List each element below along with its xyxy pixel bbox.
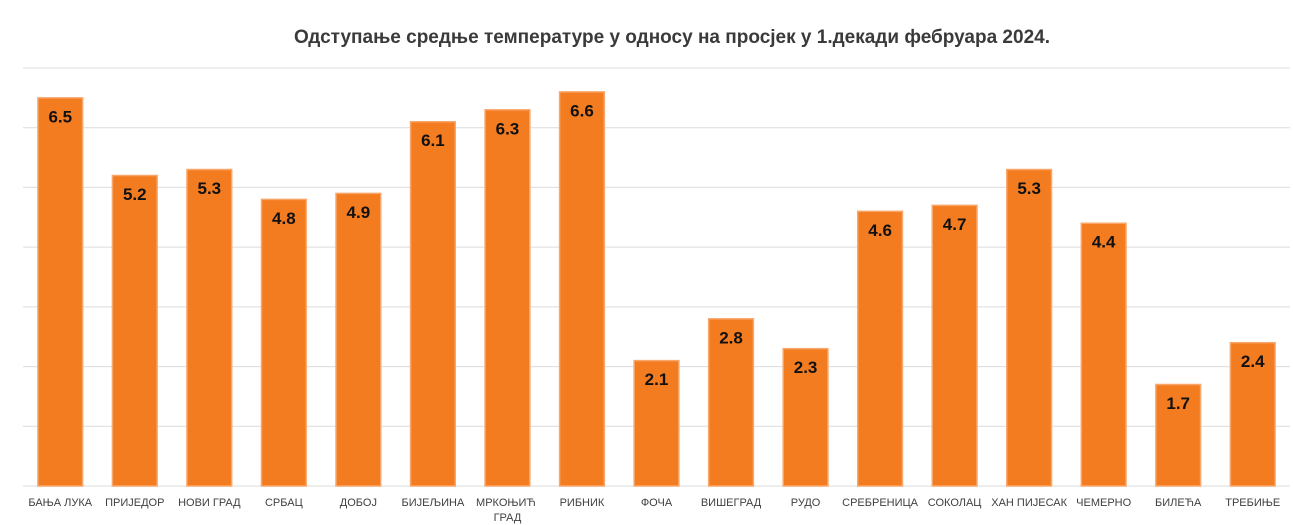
value-label: 2.3 — [794, 358, 818, 377]
value-label: 2.8 — [719, 328, 743, 347]
x-tick-label: БАЊА ЛУКА — [28, 497, 92, 509]
bar — [558, 91, 606, 487]
value-label: 2.4 — [1241, 352, 1265, 371]
x-tick-label: ВИШЕГРАД — [701, 497, 762, 509]
x-tick-label: БИЈЕЉИНА — [402, 497, 465, 509]
x-tick-label: РУДО — [791, 497, 821, 509]
bar — [37, 97, 84, 487]
value-label: 6.5 — [48, 107, 72, 126]
value-label: 5.3 — [198, 179, 222, 198]
x-tick-label: СРЕБРЕНИЦА — [842, 497, 918, 509]
x-tick-label: СРБАЦ — [265, 497, 303, 509]
x-tick-label: ДОБОЈ — [340, 497, 377, 509]
x-tick-label: ПРИЈЕДОР — [105, 497, 164, 509]
bar — [484, 109, 531, 487]
value-label: 6.6 — [570, 101, 594, 120]
bar — [707, 318, 755, 487]
x-tick-label: ФОЧА — [641, 497, 673, 509]
value-label: 4.9 — [347, 203, 371, 222]
value-label: 6.1 — [421, 131, 445, 150]
x-tick-label: БИЛЕЋА — [1155, 497, 1202, 509]
bar — [409, 120, 457, 487]
bar — [186, 168, 233, 487]
value-label: 1.7 — [1166, 394, 1190, 413]
bar — [1006, 168, 1053, 487]
bar — [1229, 341, 1276, 487]
x-tick-label: НОВИ ГРАД — [178, 497, 241, 509]
x-tick-label: МРКОЊИЋ ГРАД — [476, 497, 539, 524]
x-tick-label: РИБНИК — [560, 497, 605, 509]
value-label: 6.3 — [496, 119, 520, 138]
value-label: 2.1 — [645, 370, 669, 389]
value-label: 4.4 — [1092, 233, 1116, 252]
x-tick-label: СОКОЛАЦ — [928, 497, 982, 509]
bar — [633, 359, 680, 487]
chart-title: Одступање средње температуре у односу на… — [294, 27, 1050, 48]
value-label: 4.8 — [272, 209, 296, 228]
bar — [335, 192, 382, 487]
bar — [856, 210, 904, 487]
value-label: 4.7 — [943, 215, 967, 234]
bar — [931, 204, 978, 487]
bar — [1155, 383, 1202, 487]
value-label: 4.6 — [868, 221, 892, 240]
value-label: 5.3 — [1017, 179, 1041, 198]
bar — [111, 174, 158, 487]
x-tick-label: ЧЕМЕРНО — [1076, 497, 1131, 509]
x-tick-label: ТРЕБИЊЕ — [1225, 497, 1280, 509]
bar — [260, 198, 307, 487]
value-label: 5.2 — [123, 185, 147, 204]
bar — [782, 347, 829, 487]
x-tick-label: ХАН ПИЈЕСАК — [991, 497, 1067, 509]
bar — [1080, 222, 1127, 487]
